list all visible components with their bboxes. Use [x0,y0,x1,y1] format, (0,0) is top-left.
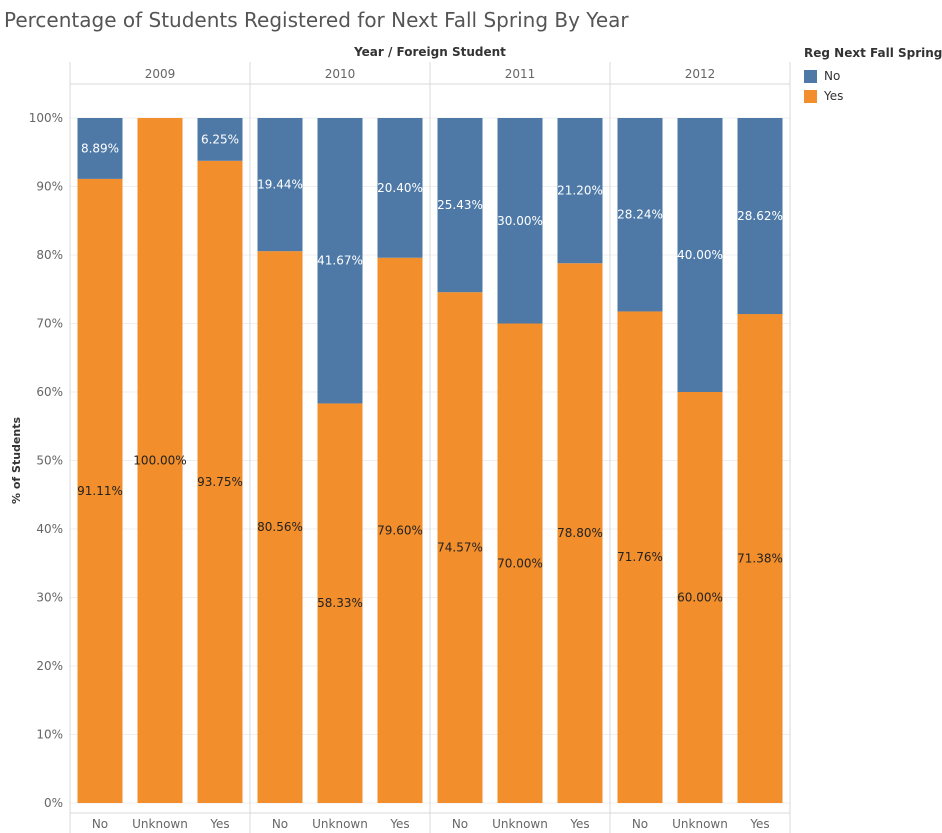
x-tick-label: No [452,817,468,831]
data-label-yes: 58.33% [317,596,363,610]
y-tick-label: 40% [36,522,63,536]
bar-yes-2012-no[interactable] [617,311,663,803]
y-tick-label: 0% [44,796,63,810]
data-label-yes: 91.11% [77,484,123,498]
bar-no-2011-yes[interactable] [557,118,603,264]
data-label-yes: 60.00% [677,591,723,605]
data-label-no: 41.67% [317,254,363,268]
bar-yes-2011-no[interactable] [437,292,483,803]
data-label-no: 40.00% [677,248,723,262]
y-tick-label: 30% [36,591,63,605]
y-tick-label: 100% [29,111,63,125]
bar-yes-2009-unknown[interactable] [137,118,183,803]
y-tick-label: 50% [36,454,63,468]
bar-yes-2010-no[interactable] [257,251,303,803]
x-tick-label: Unknown [492,817,548,831]
data-label-yes: 80.56% [257,520,303,534]
bar-no-2012-no[interactable] [617,118,663,312]
y-tick-label: 90% [36,180,63,194]
legend-item-no[interactable]: No [804,66,942,86]
data-label-yes: 93.75% [197,475,243,489]
x-tick-label: Yes [569,817,589,831]
data-label-yes: 79.60% [377,523,423,537]
data-label-yes: 74.57% [437,541,483,555]
data-label-no: 6.25% [201,132,239,146]
y-tick-label: 70% [36,317,63,331]
y-tick-label: 20% [36,659,63,673]
bar-no-2011-unknown[interactable] [497,118,543,324]
bar-yes-2011-yes[interactable] [557,263,603,804]
bar-no-2009-yes[interactable] [197,118,243,161]
x-tick-label: Unknown [672,817,728,831]
bar-no-2010-no[interactable] [257,118,303,252]
y-tick-label: 60% [36,385,63,399]
data-label-no: 28.24% [617,208,663,222]
data-label-no: 19.44% [257,178,303,192]
data-label-no: 21.20% [557,184,603,198]
legend-swatch-no [804,69,817,83]
data-label-no: 25.43% [437,198,483,212]
bar-yes-2010-yes[interactable] [377,257,423,803]
data-label-yes: 78.80% [557,526,603,540]
x-tick-label: No [92,817,108,831]
x-tick-label: Unknown [312,817,368,831]
data-label-yes: 71.76% [617,550,663,564]
x-tick-label: Yes [389,817,409,831]
y-tick-label: 10% [36,728,63,742]
bar-yes-2012-yes[interactable] [737,314,783,803]
bar-no-2009-no[interactable] [77,118,123,179]
group-header-2012: 2012 [685,67,716,81]
x-tick-label: Yes [749,817,769,831]
bar-no-2012-unknown[interactable] [677,118,723,392]
x-tick-label: Yes [209,817,229,831]
x-tick-label: No [632,817,648,831]
group-header-2010: 2010 [325,67,356,81]
bar-yes-2009-no[interactable] [77,178,123,804]
legend: Reg Next Fall Spring No Yes [804,46,942,106]
bar-yes-2011-unknown[interactable] [497,323,543,804]
data-label-no: 28.62% [737,209,783,223]
data-label-yes: 100.00% [133,454,186,468]
data-label-no: 30.00% [497,214,543,228]
group-header-2009: 2009 [145,67,176,81]
bar-yes-2010-unknown[interactable] [317,403,363,803]
bar-yes-2012-unknown[interactable] [677,392,723,803]
bar-no-2011-no[interactable] [437,118,483,293]
y-axis-title: % of Students [10,417,23,504]
bar-yes-2009-yes[interactable] [197,160,243,803]
bar-no-2010-yes[interactable] [377,118,423,258]
y-tick-label: 80% [36,248,63,262]
legend-swatch-yes [804,89,817,103]
x-tick-label: Unknown [132,817,188,831]
legend-title: Reg Next Fall Spring [804,46,942,60]
data-label-yes: 71.38% [737,552,783,566]
bar-no-2010-unknown[interactable] [317,118,363,404]
chart-title: Percentage of Students Registered for Ne… [4,8,629,32]
data-label-no: 8.89% [81,141,119,155]
legend-label-no: No [824,69,841,83]
data-label-yes: 70.00% [497,556,543,570]
column-header-title: Year / Foreign Student [354,45,506,59]
x-tick-label: No [272,817,288,831]
legend-label-yes: Yes [824,89,844,103]
bar-no-2012-yes[interactable] [737,118,783,315]
group-header-2011: 2011 [505,67,536,81]
legend-item-yes[interactable]: Yes [804,86,942,106]
data-label-no: 20.40% [377,181,423,195]
